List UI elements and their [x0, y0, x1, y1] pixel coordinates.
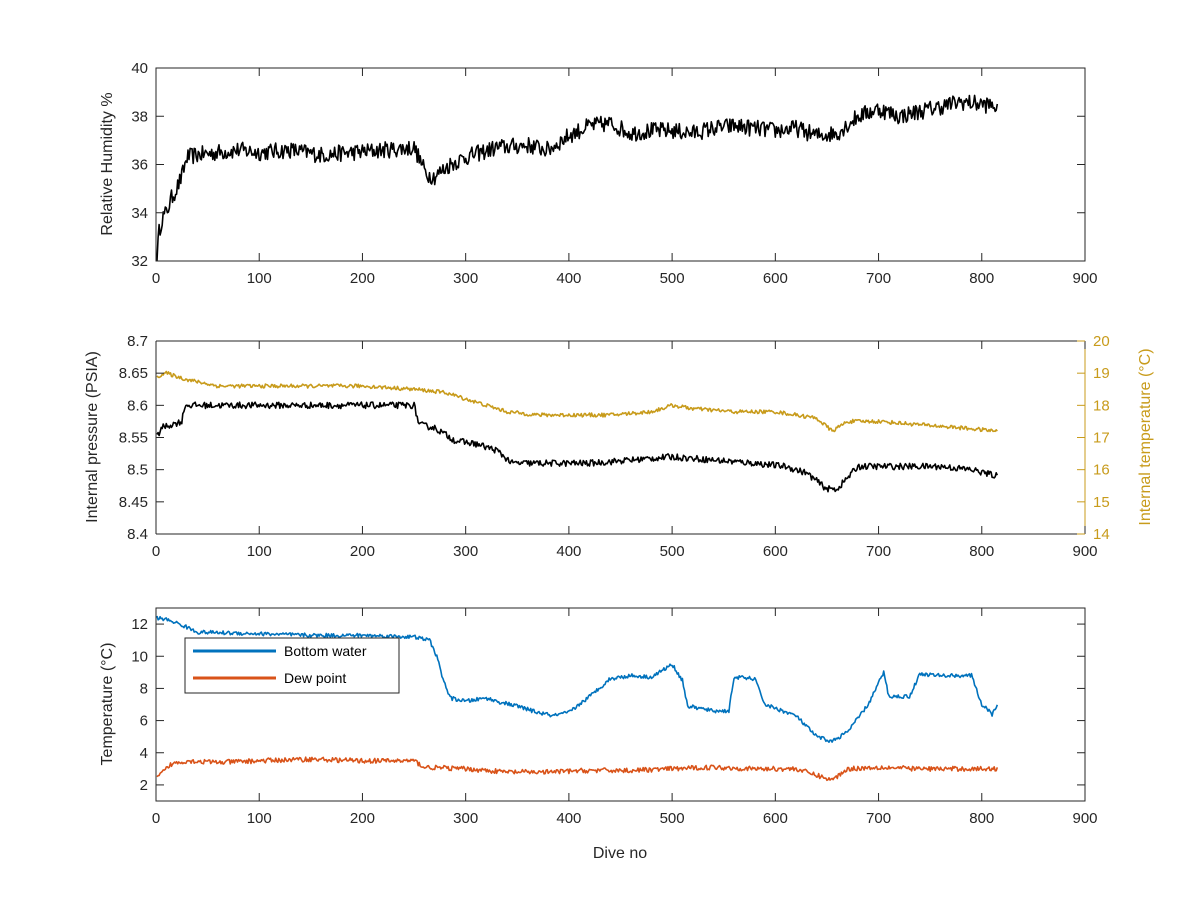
y-tick-label: 8 — [140, 680, 148, 697]
x-tick-label: 400 — [556, 810, 581, 827]
y2-tick-label: 15 — [1093, 494, 1110, 511]
y-ticks-3: 2 4 6 8 10 12 — [131, 616, 1085, 794]
series-line-dew-point — [156, 756, 999, 782]
legend-label-dew-point: Dew point — [284, 670, 346, 686]
x-tick-label: 900 — [1072, 270, 1097, 287]
series-line-internal-pressure — [156, 401, 999, 493]
x-ticks-3: 0 100 200 300 400 500 600 700 800 900 — [152, 608, 1098, 827]
y-tick-label: 8.7 — [127, 333, 148, 350]
x-tick-label: 700 — [866, 810, 891, 827]
y-axis-label-1: Relative Humidity % — [99, 92, 116, 235]
y-tick-label: 10 — [131, 648, 148, 665]
series-group-1 — [156, 94, 999, 261]
panel-internal-pressure-temperature: 0 100 200 300 400 500 600 700 800 900 8.48.458.58… — [84, 333, 1154, 560]
x-tick-label: 200 — [350, 810, 375, 827]
plot-area-1 — [156, 68, 1085, 261]
y-tick-label: 12 — [131, 616, 148, 633]
y2-tick-label: 17 — [1093, 430, 1110, 447]
x-tick-label: 800 — [969, 543, 994, 560]
legend: Bottom water Dew point — [184, 637, 400, 694]
y-tick-label: 8.55 — [119, 430, 148, 447]
y2-tick-label: 20 — [1093, 333, 1110, 350]
x-tick-label: 0 — [152, 543, 160, 560]
y-tick-label: 2 — [140, 777, 148, 794]
series-line-bottom-water — [156, 615, 999, 743]
y-tick-label: 38 — [131, 108, 148, 125]
y-tick-label: 36 — [131, 157, 148, 174]
y-tick-label: 6 — [140, 713, 148, 730]
legend-label-bottom-water: Bottom water — [284, 643, 367, 659]
y-tick-label: 32 — [131, 253, 148, 270]
x-tick-label: 500 — [660, 543, 685, 560]
x-tick-label: 100 — [247, 543, 272, 560]
series-group-3 — [156, 615, 999, 782]
x-tick-label: 400 — [556, 543, 581, 560]
y-axis-label-3: Temperature (°C) — [99, 643, 116, 766]
x-ticks-1: 0 100 200 300 400 500 600 700 800 900 — [152, 68, 1098, 287]
x-ticks-2: 0 100 200 300 400 500 600 700 800 900 — [152, 341, 1098, 560]
y-tick-label: 34 — [131, 205, 148, 222]
y-tick-label: 8.5 — [127, 462, 148, 479]
x-tick-label: 800 — [969, 810, 994, 827]
x-tick-label: 700 — [866, 270, 891, 287]
x-tick-label: 900 — [1072, 810, 1097, 827]
series-line-relative-humidity — [156, 94, 999, 261]
y-ticks-2: 8.4 8.45 8.5 8.55 8.6 8.65 8.7 — [119, 333, 164, 543]
x-axis-label-3: Dive no — [593, 845, 647, 862]
series-group-2 — [156, 370, 999, 493]
x-tick-label: 500 — [660, 270, 685, 287]
y-tick-label: 8.4 — [127, 526, 148, 543]
y2-tick-label: 16 — [1093, 462, 1110, 479]
axes-box-3 — [155, 607, 1086, 802]
y2-tick-label: 14 — [1093, 526, 1110, 543]
y-ticks-1: 32 34 36 38 40 — [131, 60, 1085, 270]
y2-axis-label-2: Internal temperature (°C) — [1137, 348, 1154, 525]
x-tick-label: 0 — [152, 270, 160, 287]
x-tick-label: 900 — [1072, 543, 1097, 560]
x-tick-label: 200 — [350, 270, 375, 287]
y-tick-label: 8.65 — [119, 365, 148, 382]
x-tick-label: 300 — [453, 270, 478, 287]
x-tick-label: 0 — [152, 810, 160, 827]
x-tick-label: 600 — [763, 543, 788, 560]
x-tick-label: 500 — [660, 810, 685, 827]
y2-ticks-2: 14 15 16 17 18 19 20 — [1077, 333, 1110, 543]
panel-temperature: 0 100 200 300 400 500 600 700 800 900 2 4 6 8 10 12 Te… — [99, 607, 1098, 862]
x-tick-label: 600 — [763, 810, 788, 827]
y-tick-label: 4 — [140, 745, 148, 762]
y2-tick-label: 18 — [1093, 397, 1110, 414]
series-line-internal-temperature — [156, 370, 998, 433]
y-tick-label: 40 — [131, 60, 148, 77]
x-tick-label: 100 — [247, 270, 272, 287]
x-tick-label: 700 — [866, 543, 891, 560]
plot-area-2 — [156, 341, 1085, 534]
x-tick-label: 600 — [763, 270, 788, 287]
x-tick-label: 300 — [453, 810, 478, 827]
x-tick-label: 100 — [247, 810, 272, 827]
y-axis-label-2: Internal pressure (PSIA) — [84, 351, 101, 523]
y2-tick-label: 19 — [1093, 365, 1110, 382]
x-tick-label: 200 — [350, 543, 375, 560]
x-tick-label: 400 — [556, 270, 581, 287]
legend-box — [184, 637, 400, 694]
panel-relative-humidity: 0 100 200 300 400 500 600 700 800 900 3234363840 … — [99, 60, 1098, 287]
x-tick-label: 300 — [453, 543, 478, 560]
y-tick-label: 8.6 — [127, 397, 148, 414]
x-tick-label: 800 — [969, 270, 994, 287]
y-tick-label: 8.45 — [119, 494, 148, 511]
plot-area-3 — [156, 608, 1085, 801]
